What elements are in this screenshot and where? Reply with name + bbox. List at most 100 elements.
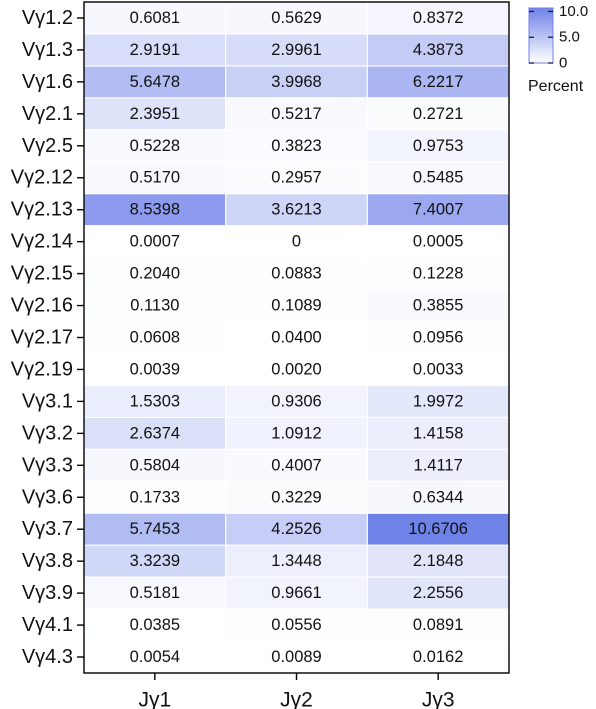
heatmap-cell — [84, 449, 226, 481]
heatmap-cell — [226, 354, 367, 385]
heatmap-cell — [84, 162, 226, 194]
heatmap-cell — [84, 258, 226, 289]
cell-value-label: 0.3229 — [271, 488, 321, 506]
y-tick-label: Vγ2.1 — [22, 103, 73, 125]
heatmap-cell — [226, 194, 367, 226]
cell-value-label: 0.5228 — [130, 137, 180, 155]
heatmap-cell — [226, 34, 367, 66]
heatmap-cell — [226, 130, 367, 162]
heatmap-cell — [367, 641, 509, 673]
y-tick-label: Vγ2.17 — [11, 327, 73, 349]
heatmap-cell — [226, 322, 367, 353]
cell-value-label: 0.0608 — [130, 329, 180, 347]
x-tick-label: Jγ1 — [138, 689, 171, 709]
y-tick-label: Vγ2.14 — [11, 231, 73, 253]
legend-tick-label: 0 — [559, 55, 567, 72]
heatmap-cell — [367, 34, 509, 66]
cell-value-label: 0.0020 — [271, 360, 321, 378]
cell-value-label: 2.9191 — [130, 41, 180, 59]
cell-value-label: 0 — [292, 233, 301, 251]
color-legend: 10.0 5.0 0 Percent — [528, 3, 588, 95]
heatmap-cell — [226, 417, 367, 449]
heatmap-cell — [84, 226, 226, 258]
y-tick-label: Vγ4.1 — [22, 614, 73, 636]
cell-value-label: 0.9661 — [271, 584, 321, 602]
cell-value-label: 3.3239 — [130, 552, 180, 570]
heatmap-cell — [226, 226, 367, 258]
y-tick-label: Vγ1.2 — [22, 7, 73, 29]
heatmap-cell — [84, 609, 226, 641]
cell-value-label: 1.9972 — [413, 392, 463, 410]
x-axis: Jγ1 Jγ2 Jγ3 — [138, 673, 455, 709]
heatmap-cell — [226, 66, 367, 98]
y-tick-label: Vγ1.6 — [22, 71, 73, 93]
y-tick-label: Vγ2.16 — [11, 295, 73, 317]
cell-value-label: 0.2957 — [271, 169, 321, 187]
cell-value-label: 2.1848 — [413, 552, 463, 570]
cell-value-label: 0.5629 — [271, 9, 321, 27]
heatmap-cell — [84, 641, 226, 673]
heatmap-cell — [84, 290, 226, 321]
heatmap-cell — [367, 66, 509, 98]
cell-value-label: 0.0883 — [271, 265, 321, 283]
heatmap-cell — [367, 609, 509, 641]
cell-value-label: 1.4158 — [413, 424, 463, 442]
heatmap-cell — [84, 98, 226, 130]
cell-value-label: 0.8372 — [413, 9, 463, 27]
y-tick-label: Vγ3.9 — [22, 582, 73, 604]
y-tick-label: Vγ3.8 — [22, 550, 73, 572]
heatmap-cell — [367, 162, 509, 194]
y-axis: Vγ1.2 Vγ1.3 Vγ1.6 Vγ2.1 Vγ2.5 Vγ2.12 Vγ2.13 Vγ2… — [11, 7, 84, 668]
cell-value-label: 0.1228 — [413, 265, 463, 283]
heatmap-cell — [367, 481, 509, 513]
heatmap-cell — [367, 417, 509, 449]
y-tick-label: Vγ4.3 — [22, 646, 73, 668]
cell-value-label: 1.0912 — [271, 424, 321, 442]
heatmap-cell — [367, 2, 509, 34]
heatmap-cell — [367, 98, 509, 130]
cell-value-label: 0.5170 — [130, 169, 180, 187]
y-tick-label: Vγ3.7 — [22, 518, 73, 540]
cell-value-label: 0.0956 — [413, 329, 463, 347]
cell-value-label: 0.5217 — [271, 105, 321, 123]
heatmap-cell — [84, 417, 226, 449]
cell-value-label: 0.5181 — [130, 584, 180, 602]
cell-value-label: 1.3448 — [271, 552, 321, 570]
cell-value-label: 8.5398 — [130, 201, 180, 219]
cell-value-label: 3.9968 — [271, 73, 321, 91]
heatmap-cell — [367, 130, 509, 162]
heatmap-cell — [84, 386, 226, 417]
cell-value-label: 0.9306 — [271, 392, 321, 410]
cell-value-label: 0.0400 — [271, 329, 321, 347]
y-tick-label: Vγ3.1 — [22, 390, 73, 412]
cell-value-label: 0.0033 — [413, 360, 463, 378]
cell-value-label: 0.5804 — [130, 456, 180, 474]
heatmap-cell — [84, 545, 226, 577]
heatmap-cell — [367, 290, 509, 321]
cell-value-label: 1.5303 — [130, 392, 180, 410]
cell-value-label: 0.0007 — [130, 233, 180, 251]
cell-value-label: 0.0891 — [413, 616, 463, 634]
cell-value-label: 0.6344 — [413, 488, 463, 506]
cell-value-label: 5.7453 — [130, 520, 180, 538]
cell-value-label: 0.2721 — [413, 105, 463, 123]
y-tick-label: Vγ3.3 — [22, 454, 73, 476]
heatmap-cell — [226, 290, 367, 321]
heatmap-cell — [367, 322, 509, 353]
y-tick-label: Vγ2.5 — [22, 135, 73, 157]
heatmap-cell — [367, 226, 509, 258]
cell-value-label: 4.3873 — [413, 41, 463, 59]
cell-value-label: 0.3823 — [271, 137, 321, 155]
cell-value-label: 0.1089 — [271, 297, 321, 315]
y-tick-label: Vγ2.13 — [11, 199, 73, 221]
cell-value-label: 0.0039 — [130, 360, 180, 378]
heatmap-cell — [226, 577, 367, 609]
x-tick-label: Jγ3 — [422, 689, 455, 709]
heatmap-cell — [367, 513, 509, 545]
heatmap-cell-labels: 0.6081 0.5629 0.8372 2.9191 2.9961 4.3873 5.64… — [130, 9, 468, 666]
cell-value-label: 0.0054 — [130, 648, 180, 666]
cell-value-label: 5.6478 — [130, 73, 180, 91]
y-tick-label: Vγ1.3 — [22, 39, 73, 61]
heatmap-cell — [84, 577, 226, 609]
